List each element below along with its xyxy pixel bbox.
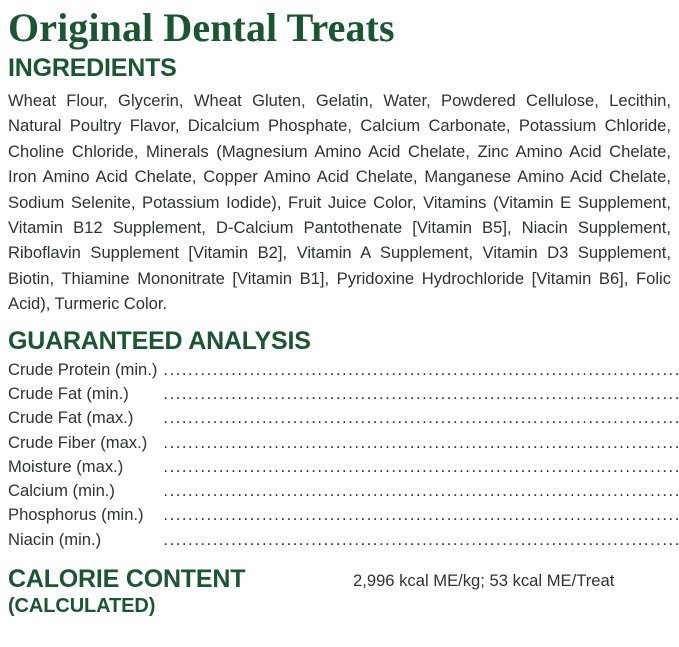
nutrient-label: Crude Fat (max.) bbox=[8, 408, 134, 428]
dot-leader: ........................................… bbox=[163, 481, 679, 505]
dot-leader: ........................................… bbox=[163, 530, 679, 554]
dot-leader-dots: ........................................… bbox=[163, 408, 679, 428]
dot-leader-dots: ........................................… bbox=[163, 432, 679, 452]
nutrient-label: Niacin (min.) bbox=[8, 529, 102, 549]
calorie-content-subheading: (CALCULATED) bbox=[8, 595, 156, 618]
table-row: Crude Protein (min.)....................… bbox=[8, 360, 679, 384]
dot-leader: ........................................… bbox=[163, 408, 679, 432]
calorie-content-section: CALORIE CONTENT (CALCULATED) 2,996 kcal … bbox=[8, 565, 671, 618]
dot-leader: ........................................… bbox=[163, 360, 679, 384]
page-title: Original Dental Treats bbox=[8, 5, 395, 50]
calorie-content-heading: CALORIE CONTENT bbox=[8, 565, 246, 594]
dot-leader-dots: ........................................… bbox=[163, 456, 679, 476]
dot-leader-dots: ........................................… bbox=[163, 481, 679, 501]
table-row: Moisture (max.).........................… bbox=[8, 457, 679, 481]
nutrient-label: Crude Protein (min.) bbox=[8, 359, 158, 379]
nutrient-label: Moisture (max.) bbox=[8, 456, 124, 476]
table-row: Niacin (min.)...........................… bbox=[8, 530, 679, 554]
nutrient-label: Phosphorus (min.) bbox=[8, 505, 144, 525]
calorie-heading-group: CALORIE CONTENT (CALCULATED) bbox=[8, 565, 353, 618]
dot-leader-dots: ........................................… bbox=[163, 505, 679, 525]
dot-leader-dots: ........................................… bbox=[163, 529, 679, 549]
dot-leader: ........................................… bbox=[163, 384, 679, 408]
guaranteed-analysis-heading: GUARANTEED ANALYSIS bbox=[8, 326, 311, 355]
table-row: Crude Fat (min.)........................… bbox=[8, 384, 679, 408]
dot-leader-dots: ........................................… bbox=[163, 383, 679, 403]
table-row: Calcium (min.)..........................… bbox=[8, 481, 679, 505]
calorie-content-value: 2,996 kcal ME/kg; 53 kcal ME/Treat bbox=[353, 571, 615, 591]
ingredients-text: Wheat Flour, Glycerin, Wheat Gluten, Gel… bbox=[8, 91, 671, 314]
guaranteed-analysis-table: Crude Protein (min.)....................… bbox=[8, 360, 679, 554]
dot-leader-dots: ........................................… bbox=[163, 359, 679, 379]
nutrient-label: Crude Fiber (max.) bbox=[8, 432, 148, 452]
table-row: Crude Fat (max.)........................… bbox=[8, 408, 679, 432]
table-row: Phosphorus (min.).......................… bbox=[8, 505, 679, 529]
table-row: Crude Fiber (max.)......................… bbox=[8, 433, 679, 457]
nutrient-label: Crude Fat (min.) bbox=[8, 383, 129, 403]
ingredients-heading: INGREDIENTS bbox=[8, 54, 177, 82]
dot-leader: ........................................… bbox=[163, 457, 679, 481]
guaranteed-analysis-rows: Crude Protein (min.)....................… bbox=[8, 360, 679, 554]
dot-leader: ........................................… bbox=[163, 505, 679, 529]
dot-leader: ........................................… bbox=[163, 433, 679, 457]
nutrient-label: Calcium (min.) bbox=[8, 481, 115, 501]
